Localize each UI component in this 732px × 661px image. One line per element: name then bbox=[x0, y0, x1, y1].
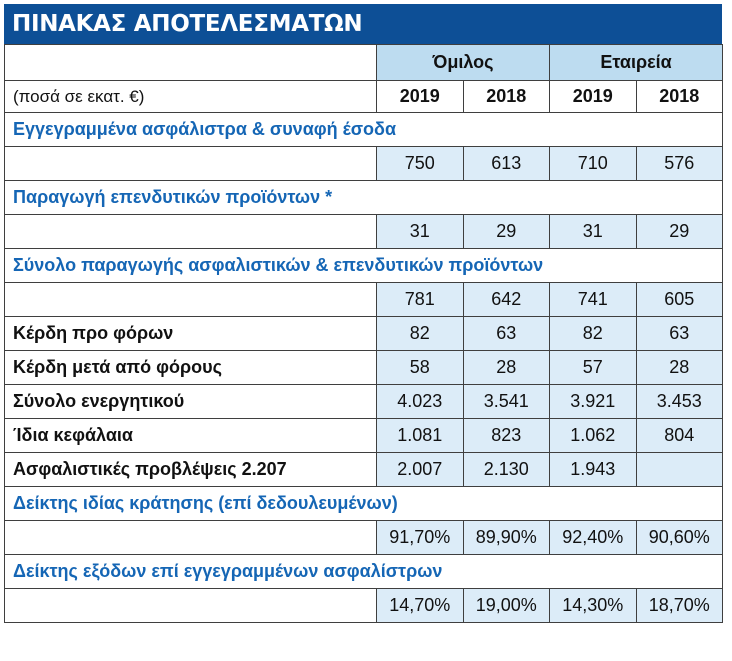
value-cell: 18,70% bbox=[635, 588, 724, 623]
value-cell: 29 bbox=[462, 214, 551, 249]
year-group-2019: 2019 bbox=[376, 80, 464, 113]
value-cell: 91,70% bbox=[376, 520, 464, 555]
value-cell: 3.541 bbox=[462, 384, 551, 419]
value-cell: 14,70% bbox=[376, 588, 464, 623]
value-cell: 4.023 bbox=[376, 384, 464, 419]
value-cell: 741 bbox=[549, 282, 637, 317]
row-label: Κέρδη προ φόρων bbox=[4, 316, 377, 351]
empty-label-cell bbox=[4, 282, 377, 317]
ratio-values-row: 14,70% 19,00% 14,30% 18,70% bbox=[4, 588, 724, 623]
value-cell: 2.130 bbox=[462, 452, 551, 487]
value-cell: 576 bbox=[635, 146, 724, 181]
value-cell bbox=[635, 452, 724, 487]
value-cell: 57 bbox=[549, 350, 637, 385]
empty-label-cell bbox=[4, 214, 377, 249]
value-cell: 1.943 bbox=[549, 452, 637, 487]
value-cell: 63 bbox=[635, 316, 724, 351]
section-heading: Σύνολο παραγωγής ασφαλιστικών & επενδυτι… bbox=[3, 248, 724, 283]
row-label: Σύνολο ενεργητικού bbox=[4, 384, 377, 419]
value-cell: 1.081 bbox=[376, 418, 464, 453]
year-header-row: (ποσά σε εκατ. €) 2019 2018 2019 2018 bbox=[4, 80, 724, 113]
results-table-frame: ΠΙΝΑΚΑΣ ΑΠΟΤΕΛΕΣΜΑΤΩΝ Όμιλος Εταιρεία (π… bbox=[3, 4, 724, 623]
year-group-2018: 2018 bbox=[462, 80, 551, 113]
section-values-row: 781 642 741 605 bbox=[4, 282, 724, 317]
value-cell: 3.453 bbox=[635, 384, 724, 419]
value-cell: 90,60% bbox=[635, 520, 724, 555]
section-heading-row: Δείκτης ιδίας κράτησης (επί δεδουλευμένω… bbox=[3, 486, 724, 521]
row-label: Ασφαλιστικές προβλέψεις 2.207 bbox=[4, 452, 377, 487]
ratio-heading: Δείκτης ιδίας κράτησης (επί δεδουλευμένω… bbox=[3, 486, 724, 521]
row-label: Ίδια κεφάλαια bbox=[4, 418, 377, 453]
value-cell: 2.007 bbox=[376, 452, 464, 487]
table-row: Κέρδη προ φόρων 82 63 82 63 bbox=[4, 316, 724, 351]
value-cell: 82 bbox=[549, 316, 637, 351]
value-cell: 31 bbox=[549, 214, 637, 249]
table-row: Σύνολο ενεργητικού 4.023 3.541 3.921 3.4… bbox=[4, 384, 724, 419]
value-cell: 58 bbox=[376, 350, 464, 385]
value-cell: 82 bbox=[376, 316, 464, 351]
section-heading-row: Σύνολο παραγωγής ασφαλιστικών & επενδυτι… bbox=[3, 248, 724, 283]
value-cell: 28 bbox=[462, 350, 551, 385]
value-cell: 3.921 bbox=[549, 384, 637, 419]
value-cell: 1.062 bbox=[549, 418, 637, 453]
section-heading: Παραγωγή επενδυτικών προϊόντων * bbox=[3, 180, 724, 215]
empty-label-cell bbox=[4, 588, 377, 623]
group-header: Όμιλος bbox=[375, 44, 551, 81]
value-cell: 14,30% bbox=[549, 588, 637, 623]
row-label: Κέρδη μετά από φόρους bbox=[4, 350, 377, 385]
ratio-heading: Δείκτης εξόδων επί εγγεγραμμένων ασφαλίσ… bbox=[3, 554, 724, 589]
section-values-row: 31 29 31 29 bbox=[4, 214, 724, 249]
value-cell: 823 bbox=[462, 418, 551, 453]
section-heading-row: Παραγωγή επενδυτικών προϊόντων * bbox=[3, 180, 724, 215]
value-cell: 31 bbox=[376, 214, 464, 249]
value-cell: 781 bbox=[376, 282, 464, 317]
value-cell: 89,90% bbox=[462, 520, 551, 555]
value-cell: 63 bbox=[462, 316, 551, 351]
section-heading-row: Δείκτης εξόδων επί εγγεγραμμένων ασφαλίσ… bbox=[3, 554, 724, 589]
empty-label-cell bbox=[4, 146, 377, 181]
value-cell: 710 bbox=[549, 146, 637, 181]
company-header: Εταιρεία bbox=[549, 44, 724, 81]
section-heading-row: Εγγεγραμμένα ασφάλιστρα & συναφή έσοδα bbox=[3, 112, 724, 147]
year-company-2019: 2019 bbox=[549, 80, 637, 113]
units-label: (ποσά σε εκατ. €) bbox=[4, 80, 377, 113]
year-company-2018: 2018 bbox=[635, 80, 724, 113]
table-row: Κέρδη μετά από φόρους 58 28 57 28 bbox=[4, 350, 724, 385]
results-table: Όμιλος Εταιρεία (ποσά σε εκατ. €) 2019 2… bbox=[3, 44, 724, 623]
value-cell: 605 bbox=[635, 282, 724, 317]
table-row: Ίδια κεφάλαια 1.081 823 1.062 804 bbox=[4, 418, 724, 453]
value-cell: 28 bbox=[635, 350, 724, 385]
header-empty-cell bbox=[4, 44, 377, 81]
section-heading: Εγγεγραμμένα ασφάλιστρα & συναφή έσοδα bbox=[3, 112, 724, 147]
entity-header-row: Όμιλος Εταιρεία bbox=[4, 44, 724, 81]
value-cell: 642 bbox=[462, 282, 551, 317]
value-cell: 19,00% bbox=[462, 588, 551, 623]
value-cell: 750 bbox=[376, 146, 464, 181]
section-values-row: 750 613 710 576 bbox=[4, 146, 724, 181]
table-row: Ασφαλιστικές προβλέψεις 2.207 2.007 2.13… bbox=[4, 452, 724, 487]
table-title: ΠΙΝΑΚΑΣ ΑΠΟΤΕΛΕΣΜΑΤΩΝ bbox=[4, 4, 722, 44]
empty-label-cell bbox=[4, 520, 377, 555]
value-cell: 613 bbox=[462, 146, 551, 181]
value-cell: 29 bbox=[635, 214, 724, 249]
value-cell: 92,40% bbox=[549, 520, 637, 555]
ratio-values-row: 91,70% 89,90% 92,40% 90,60% bbox=[4, 520, 724, 555]
value-cell: 804 bbox=[635, 418, 724, 453]
